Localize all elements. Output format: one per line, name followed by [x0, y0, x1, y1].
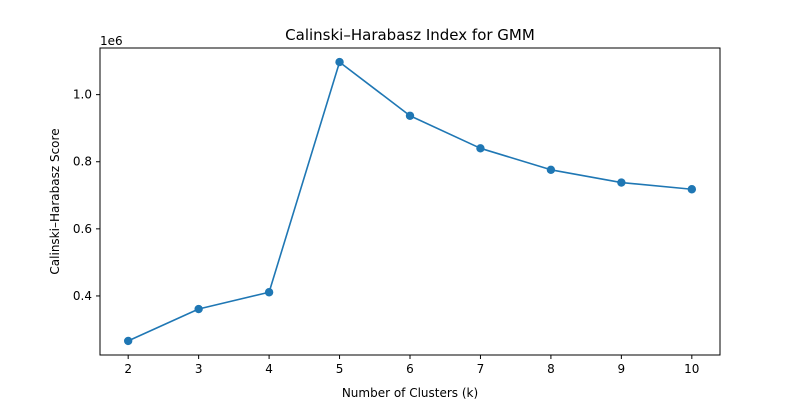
- y-axis-label: Calinski–Harabasz Score: [48, 128, 62, 274]
- x-tick-label: 10: [684, 362, 699, 376]
- x-tick-label: 9: [618, 362, 626, 376]
- y-tick-label: 0.6: [73, 222, 92, 236]
- data-point: [194, 304, 203, 314]
- x-tick-label: 4: [265, 362, 273, 376]
- series-layer: [123, 57, 697, 346]
- x-tick-label: 3: [195, 362, 203, 376]
- x-tick-label: 7: [477, 362, 485, 376]
- y-axis-ticks: 0.4 0.6 0.8 1.0: [73, 88, 100, 303]
- x-tick-label: 8: [547, 362, 555, 376]
- data-point: [476, 144, 485, 153]
- x-axis-ticks: 2 3 4 5 6 7 8 9 10: [124, 355, 699, 376]
- data-point: [264, 288, 274, 297]
- data-point: [687, 185, 697, 194]
- data-point: [405, 111, 415, 120]
- x-tick-label: 6: [406, 362, 414, 376]
- chart-title: Calinski–Harabasz Index for GMM: [285, 26, 535, 44]
- y-tick-label: 0.4: [73, 289, 92, 303]
- y-axis-offset-label: 1e6: [100, 34, 123, 48]
- data-point: [546, 165, 556, 174]
- x-tick-label: 5: [336, 362, 344, 376]
- y-tick-label: 0.8: [73, 155, 92, 169]
- data-point: [123, 336, 133, 346]
- y-tick-label: 1.0: [73, 88, 92, 102]
- data-point: [617, 178, 626, 187]
- data-point: [335, 57, 344, 67]
- x-axis-label: Number of Clusters (k): [342, 386, 478, 400]
- x-tick-label: 2: [124, 362, 132, 376]
